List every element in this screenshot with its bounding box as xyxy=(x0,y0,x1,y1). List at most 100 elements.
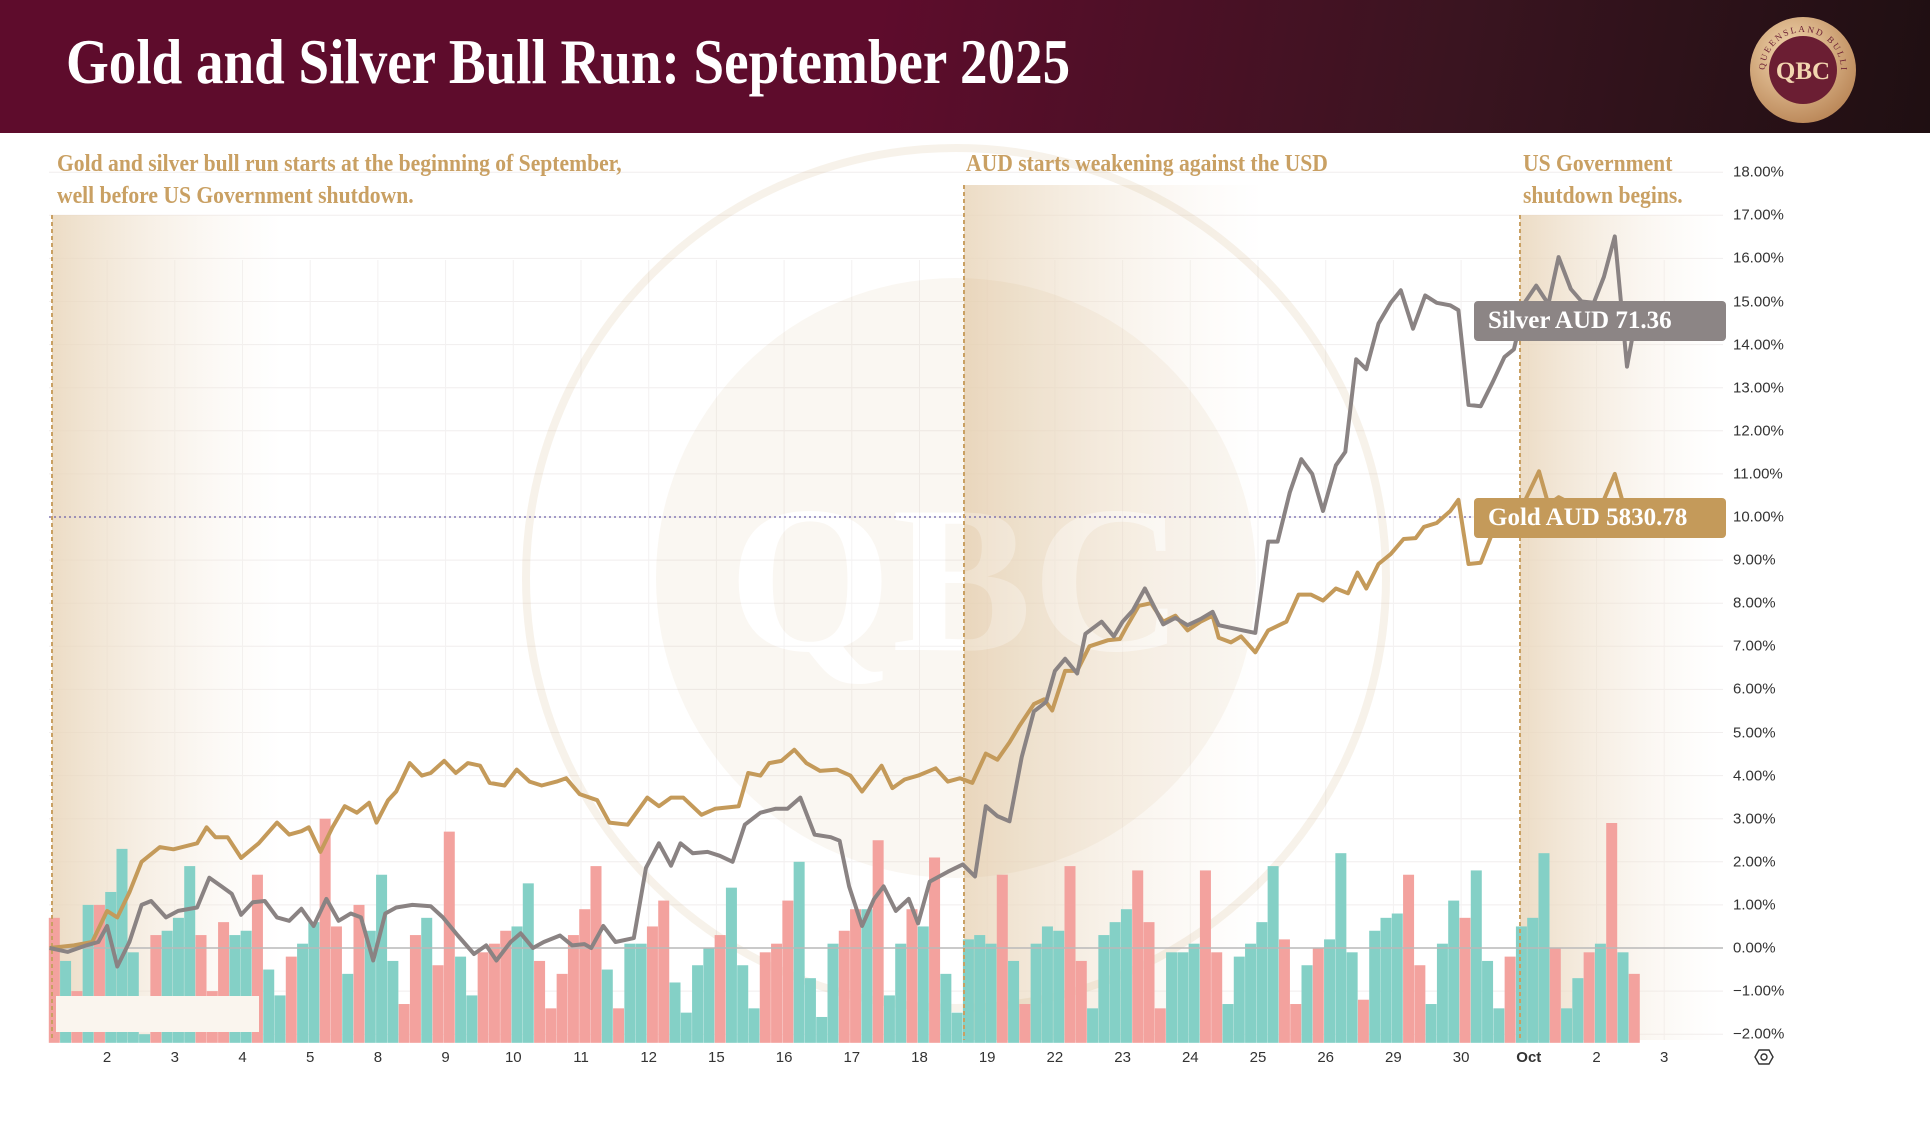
silver-line xyxy=(49,234,1651,969)
volume-bar xyxy=(590,866,602,1043)
volume-bar xyxy=(782,900,794,1043)
volume-bar xyxy=(567,935,579,1043)
volume-bar xyxy=(353,904,365,1043)
volume-bar xyxy=(680,1012,692,1043)
volume-bar xyxy=(342,973,354,1043)
volume-bar xyxy=(229,935,241,1043)
volume-bar xyxy=(1527,917,1539,1043)
annotation-line: AUD starts weakening against the USD xyxy=(966,151,1328,177)
x-tick-label: 26 xyxy=(1317,1049,1335,1066)
chart-settings-icon[interactable] xyxy=(1754,1047,1774,1067)
y-tick-label: 15.00% xyxy=(1733,293,1784,310)
x-tick-label: 29 xyxy=(1385,1049,1402,1066)
volume-bar xyxy=(996,874,1008,1043)
y-tick-label: 6.00% xyxy=(1733,680,1776,698)
x-tick-label: 16 xyxy=(775,1049,793,1066)
volume-bar xyxy=(274,995,286,1043)
logo-text: QBC xyxy=(1776,58,1830,85)
volume-bar xyxy=(895,943,907,1043)
volume-bar xyxy=(940,973,952,1043)
volume-bar xyxy=(771,943,783,1043)
page-title: Gold and Silver Bull Run: September 2025 xyxy=(66,26,1071,97)
volume-bar xyxy=(376,874,388,1043)
volume-bar xyxy=(601,969,613,1043)
volume-bar xyxy=(1617,952,1629,1043)
volume-bar xyxy=(669,982,681,1043)
y-tick-label: 2.00% xyxy=(1733,853,1776,871)
volume-bar xyxy=(985,943,997,1043)
y-tick-label: 1.00% xyxy=(1733,896,1776,914)
x-tick-label: 8 xyxy=(373,1049,383,1066)
annotation-bull-run: Gold and silver bull run starts at the b… xyxy=(57,148,622,212)
y-tick-label: 9.00% xyxy=(1733,551,1776,569)
volume-bar xyxy=(1346,952,1358,1043)
y-tick-label: −2.00% xyxy=(1733,1025,1785,1043)
volume-bar xyxy=(1278,939,1290,1043)
x-tick-label: 2 xyxy=(102,1049,112,1066)
volume-bar xyxy=(556,973,568,1043)
volume-bar xyxy=(161,930,173,1043)
volume-bar xyxy=(1154,1008,1166,1043)
volume-bar xyxy=(1120,909,1132,1043)
volume-bar xyxy=(759,952,771,1043)
volume-bar xyxy=(1064,866,1076,1043)
volume-bar xyxy=(139,1034,151,1043)
volume-bar xyxy=(1515,926,1527,1043)
volume-bar xyxy=(1493,1008,1505,1043)
y-tick-label: 12.00% xyxy=(1733,422,1784,440)
volume-bar xyxy=(218,922,230,1043)
volume-bar xyxy=(443,831,455,1043)
volume-bar xyxy=(1324,939,1336,1043)
volume-bar xyxy=(737,965,749,1043)
y-tick-label: −1.00% xyxy=(1733,982,1785,1000)
x-tick-label: 4 xyxy=(238,1049,247,1066)
volume-bar xyxy=(1425,1004,1437,1043)
volume-bar xyxy=(1414,965,1426,1043)
volume-bar xyxy=(793,861,805,1043)
x-tick-label: 19 xyxy=(978,1049,996,1066)
legend-cover-box xyxy=(56,996,259,1032)
volume-bar xyxy=(635,943,647,1043)
volume-bar xyxy=(297,943,309,1043)
volume-bar xyxy=(477,952,489,1043)
volume-bar xyxy=(1549,948,1561,1043)
volume-bar xyxy=(409,935,421,1043)
x-tick-label: 25 xyxy=(1249,1049,1267,1066)
gold-price-label: Gold AUD 5830.78 xyxy=(1474,498,1726,538)
volume-bar xyxy=(93,904,105,1043)
qbc-watermark: QBC xyxy=(522,144,1390,1012)
x-tick-label: 17 xyxy=(843,1049,861,1066)
price-lines xyxy=(49,234,1651,969)
volume-bar xyxy=(1008,960,1020,1043)
y-tick-label: 11.00% xyxy=(1733,465,1783,483)
volume-bar xyxy=(1312,948,1324,1043)
volume-bar xyxy=(466,995,478,1043)
volume-bar xyxy=(319,818,331,1043)
volume-bar xyxy=(116,848,128,1043)
volume-bar xyxy=(1380,917,1392,1043)
volume-bar xyxy=(1233,956,1245,1043)
volume-bar xyxy=(1482,960,1494,1043)
volume-bar xyxy=(951,1012,963,1043)
x-tick-label: 15 xyxy=(708,1049,725,1066)
volume-bar xyxy=(725,887,737,1043)
volume-bar xyxy=(1369,930,1381,1043)
volume-bar xyxy=(545,1008,557,1043)
y-tick-label: 3.00% xyxy=(1733,810,1776,828)
volume-bar xyxy=(1594,943,1606,1043)
y-tick-label: 13.00% xyxy=(1733,379,1784,397)
volume-bar xyxy=(534,960,546,1043)
volume-bar xyxy=(917,926,929,1043)
volume-bar xyxy=(511,926,523,1043)
volume-bar xyxy=(1199,870,1211,1043)
volume-bar xyxy=(150,935,162,1043)
volume-bar xyxy=(1301,965,1313,1043)
x-tick-label: 5 xyxy=(306,1049,315,1066)
volume-bar xyxy=(613,1008,625,1043)
volume-bar xyxy=(1436,943,1448,1043)
volume-bar xyxy=(1019,1004,1031,1043)
annotation-dashed-lines xyxy=(51,185,1521,1040)
volume-bar xyxy=(398,1004,410,1043)
volume-bar xyxy=(624,943,636,1043)
y-tick-label: 18.00% xyxy=(1733,163,1784,181)
